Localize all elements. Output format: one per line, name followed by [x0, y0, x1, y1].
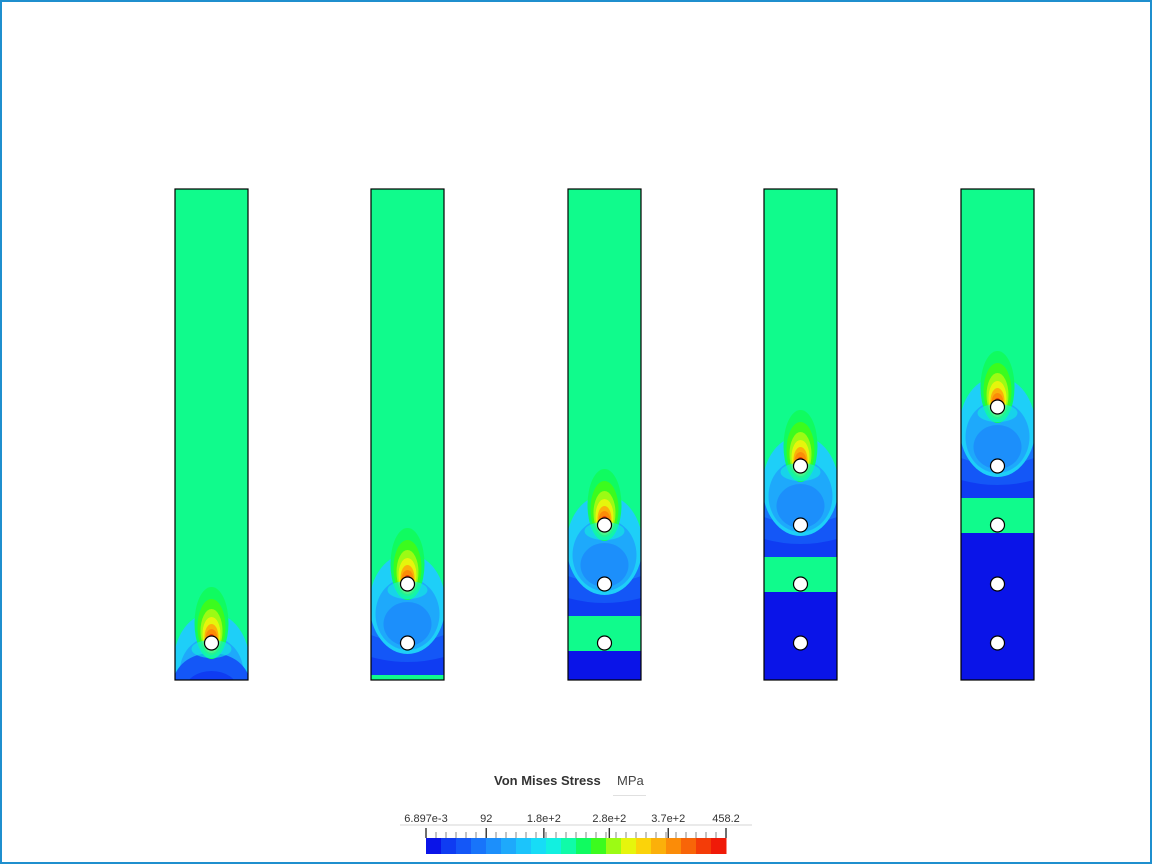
colorbar-segment [501, 838, 517, 854]
color-scale-bar [400, 824, 752, 854]
colorbar-segment [696, 838, 712, 854]
bolt-hole [792, 458, 809, 474]
colorbar-segment [486, 838, 502, 854]
bolt-hole [792, 517, 809, 533]
plate-2[interactable] [370, 188, 446, 681]
bolt-hole [792, 635, 809, 651]
stress-contour [973, 425, 1022, 469]
colorbar-segment [621, 838, 637, 854]
colorbar-segment [426, 838, 442, 854]
bolt-hole [989, 517, 1006, 533]
plate-outline [567, 188, 642, 681]
legend-tick-label: 3.7e+2 [651, 813, 686, 825]
bolt-hole [203, 635, 220, 651]
plate-outline [763, 188, 838, 681]
plate-outline [174, 188, 249, 681]
bolt-hole [596, 576, 613, 592]
colorbar-segment [591, 838, 607, 854]
colorbar-segment [531, 838, 547, 854]
plate-outline [960, 188, 1035, 681]
plate-5[interactable] [960, 188, 1036, 681]
transition-band [568, 598, 641, 616]
plate-outline [370, 188, 445, 681]
bolt-hole [596, 635, 613, 651]
colorbar-segment [546, 838, 562, 854]
low-stress-region [961, 533, 1034, 680]
transition-band [371, 657, 444, 675]
plate-1[interactable] [174, 188, 250, 713]
legend-tick-label: 458.2 [712, 813, 740, 825]
stress-contour [580, 543, 629, 587]
legend-tick-label: 6.897e-3 [404, 813, 448, 825]
bolt-hole [989, 635, 1006, 651]
legend-tick-label: 1.8e+2 [526, 813, 561, 825]
stress-contour [188, 671, 235, 680]
colorbar-segment [576, 838, 592, 854]
stress-contour [776, 484, 825, 528]
colorbar-segment [666, 838, 682, 854]
stress-contour [175, 653, 248, 680]
transition-band [764, 539, 837, 557]
colorbar-segment [441, 838, 457, 854]
stress-contour [383, 602, 432, 646]
bolt-hole [399, 635, 416, 651]
bolt-hole [792, 576, 809, 592]
plate-4[interactable] [763, 188, 839, 681]
colorbar-segment [681, 838, 697, 854]
legend-unit-selector[interactable]: MPa [613, 773, 646, 796]
colorbar-segment [456, 838, 472, 854]
colorbar-segment [561, 838, 577, 854]
bolt-hole [989, 576, 1006, 592]
colorbar-segment [711, 838, 727, 854]
bolt-hole [989, 458, 1006, 474]
legend-title: Von Mises Stress [494, 773, 601, 788]
transition-band [961, 480, 1034, 498]
colorbar-segment [651, 838, 667, 854]
bolt-hole [989, 399, 1006, 415]
legend-tick-label: 2.8e+2 [592, 813, 627, 825]
legend-tick-label: 92 [480, 813, 493, 825]
colorbar-segment [606, 838, 622, 854]
bolt-hole [399, 576, 416, 592]
colorbar-segment [471, 838, 487, 854]
plate-3[interactable] [567, 188, 643, 681]
colorbar-segment [636, 838, 652, 854]
colorbar-segment [516, 838, 532, 854]
low-stress-region [568, 651, 641, 680]
bolt-hole [596, 517, 613, 533]
